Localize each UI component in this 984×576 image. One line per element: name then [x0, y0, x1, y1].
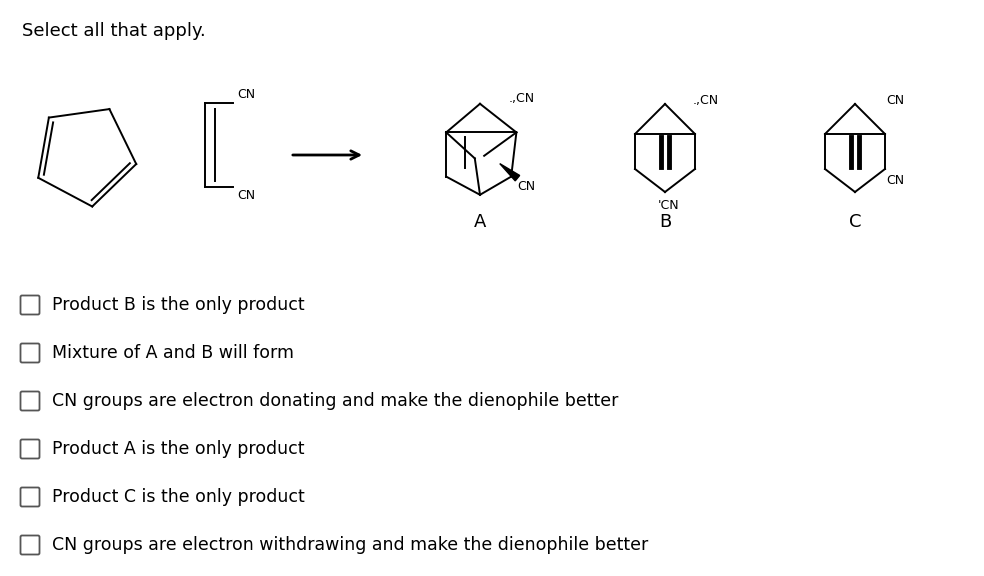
Text: Product C is the only product: Product C is the only product	[52, 488, 305, 506]
Text: B: B	[659, 213, 671, 231]
Text: CN: CN	[886, 94, 904, 107]
Text: .,CN: .,CN	[693, 94, 718, 107]
Text: CN groups are electron withdrawing and make the dienophile better: CN groups are electron withdrawing and m…	[52, 536, 648, 554]
FancyBboxPatch shape	[21, 487, 39, 506]
Text: Select all that apply.: Select all that apply.	[22, 22, 206, 40]
Text: .,CN: .,CN	[509, 92, 534, 105]
Text: A: A	[474, 213, 486, 231]
Text: Product A is the only product: Product A is the only product	[52, 440, 304, 458]
Polygon shape	[500, 164, 520, 181]
FancyBboxPatch shape	[21, 439, 39, 458]
Text: 'CN: 'CN	[657, 199, 679, 212]
FancyBboxPatch shape	[21, 392, 39, 411]
Text: CN: CN	[518, 180, 535, 193]
Text: Mixture of A and B will form: Mixture of A and B will form	[52, 344, 294, 362]
Text: CN: CN	[237, 88, 255, 101]
Text: Product B is the only product: Product B is the only product	[52, 296, 305, 314]
FancyBboxPatch shape	[21, 343, 39, 362]
FancyBboxPatch shape	[21, 295, 39, 314]
Text: CN: CN	[237, 189, 255, 202]
Text: CN: CN	[886, 174, 904, 187]
FancyBboxPatch shape	[21, 536, 39, 555]
Text: C: C	[849, 213, 861, 231]
Text: CN groups are electron donating and make the dienophile better: CN groups are electron donating and make…	[52, 392, 618, 410]
